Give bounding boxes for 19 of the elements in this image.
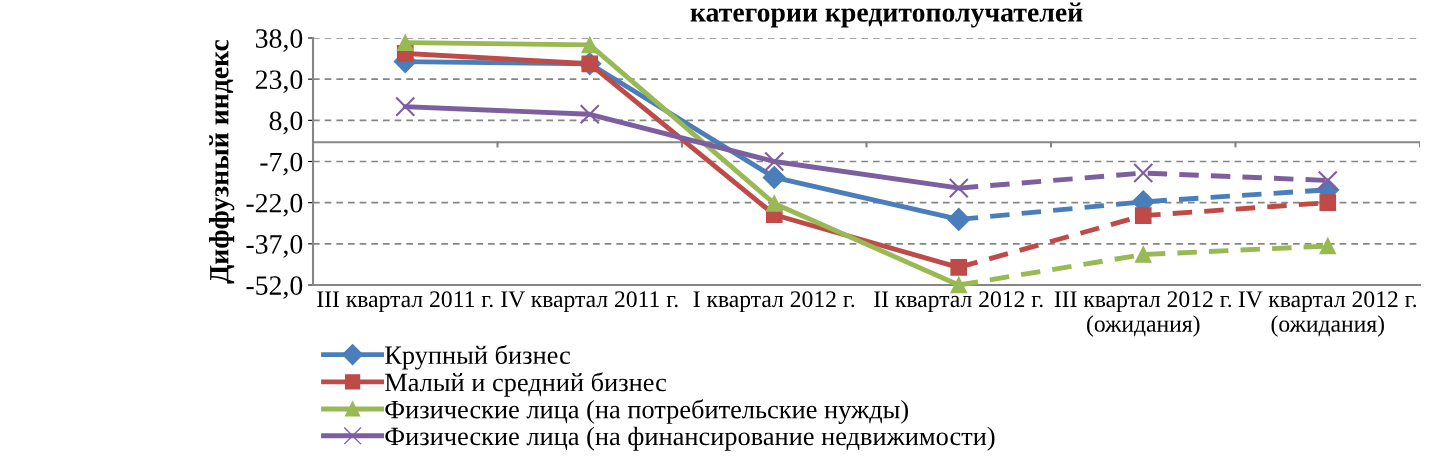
y-tick-label: 8,0 (269, 111, 303, 135)
y-tick-label: 38,0 (255, 29, 303, 52)
x-tick-label: IV квартал 2011 г. (501, 291, 678, 312)
y-tick-label: -52,0 (246, 276, 303, 299)
y-axis-title: Диффузный индекс (209, 39, 235, 284)
y-tick-label: -22,0 (246, 193, 303, 217)
legend-label: Малый и средний бизнес (385, 372, 667, 397)
legend-label: Крупный бизнес (385, 344, 570, 370)
x-tick-label: IV квартал 2012 г. (ожидания) (1238, 291, 1417, 337)
y-tick-label: -37,0 (246, 235, 303, 258)
y-tick-label: 23,0 (255, 70, 303, 94)
x-tick-label: I квартал 2012 г. (693, 291, 855, 312)
x-tick-label: III квартал 2011 г. (317, 291, 493, 312)
legend-label: Физические лица (на потребительские нужды) (385, 399, 908, 424)
x-tick-label: II квартал 2012 г. (874, 291, 1043, 312)
chart-title: категории кредитополучателей (690, 2, 1083, 28)
x-tick-label: III квартал 2012 г. (ожидания) (1054, 291, 1232, 337)
y-tick-label: -7,0 (260, 152, 303, 176)
legend-label: Физические лица (на финансирование недвижимости) (385, 426, 995, 451)
